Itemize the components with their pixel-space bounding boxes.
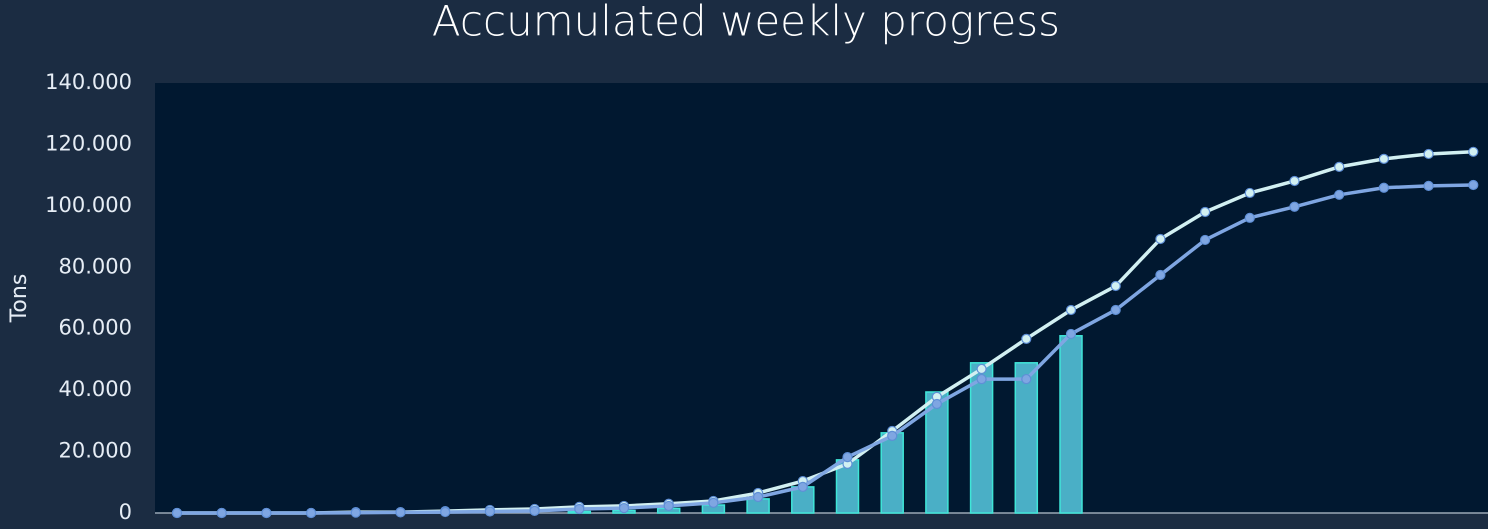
point [1423,180,1434,191]
point [752,491,764,503]
point [261,507,272,519]
point [1155,269,1166,281]
point [1378,182,1390,193]
point [350,507,361,518]
bar [969,362,994,514]
point [1110,304,1121,316]
y-tick-label: 140.000 [45,70,132,94]
y-tick-label: 0 [119,500,132,524]
point [1468,146,1479,157]
point [976,373,987,385]
line [177,183,1474,515]
point [1199,234,1211,246]
point [618,502,630,514]
point [1289,201,1300,212]
point [1244,187,1255,199]
y-tick-label: 40.000 [59,377,132,401]
point [529,505,540,516]
point [574,503,585,515]
y-tick-label: 20.000 [59,439,132,463]
point [931,398,943,410]
point [1065,304,1077,316]
point [1065,328,1077,340]
point [1378,153,1390,164]
point [484,506,495,517]
point [1334,189,1345,200]
point [216,507,227,519]
y-tick-label: 120.000 [45,131,132,155]
point [708,497,719,508]
point [440,506,451,518]
point [663,500,674,512]
y-tick-label: 60.000 [59,316,132,340]
point [1199,206,1211,218]
point [1110,280,1121,292]
point [1021,333,1032,344]
point [1289,175,1300,187]
bar [1014,362,1039,514]
point [1021,373,1032,385]
point [1244,212,1255,223]
point [797,481,808,492]
point [171,507,183,519]
point [1423,148,1434,160]
chart-title: Accumulated weekly progress [432,0,1060,46]
point [306,507,317,519]
plot-area [155,83,1488,513]
point [1334,161,1345,172]
point [1468,179,1479,191]
point [395,507,406,518]
bar [1059,335,1083,514]
point [976,363,987,375]
point [842,452,853,463]
y-tick-label: 80.000 [59,254,132,278]
point [1155,233,1166,245]
y-axis-label: Tons [7,274,32,324]
y-tick-label: 100.000 [45,193,132,217]
point [887,430,898,442]
bar [880,432,904,514]
